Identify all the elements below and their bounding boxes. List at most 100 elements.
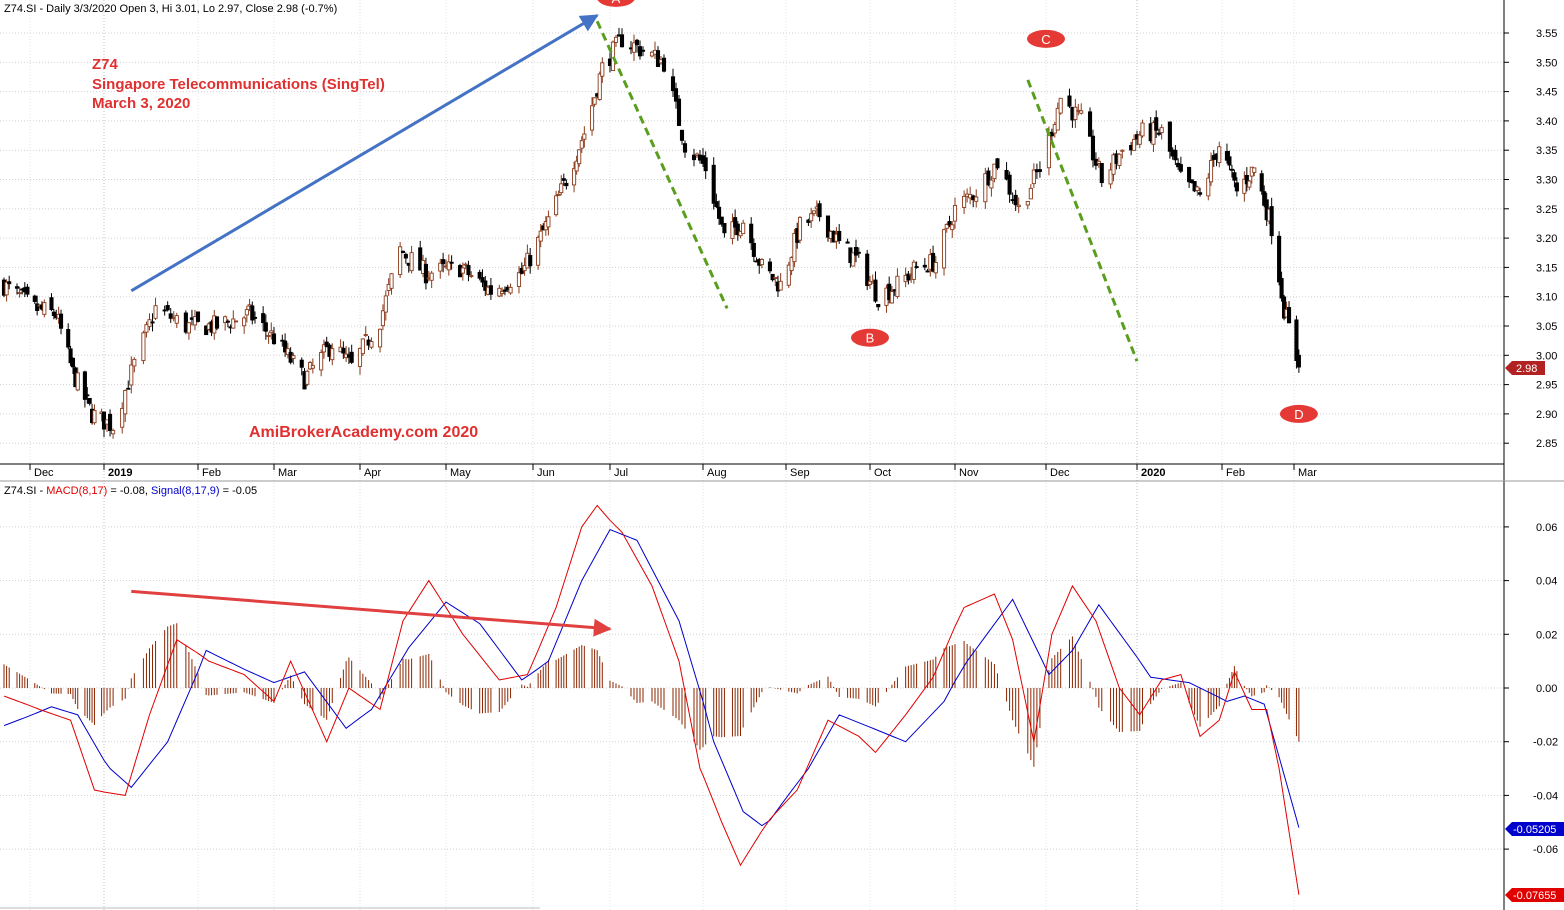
candle-body <box>556 193 561 196</box>
macd-header-value: = -0.08, <box>107 485 151 497</box>
last-close-badge: 2.98 <box>1505 361 1545 375</box>
candle-body <box>873 279 878 302</box>
candle-body <box>488 285 493 295</box>
candle-body <box>360 338 365 355</box>
candle-body <box>469 275 474 278</box>
candle-body <box>962 195 967 208</box>
candle-body <box>1259 173 1264 192</box>
candle-body <box>730 221 735 239</box>
candle-body <box>1111 154 1116 175</box>
candle-body <box>291 355 296 359</box>
candle-body <box>174 315 179 324</box>
candle-body <box>806 219 811 223</box>
candle-body <box>564 182 569 187</box>
candle-body <box>153 305 158 319</box>
wave-label-d: D <box>1279 404 1318 423</box>
candle-body <box>66 329 71 348</box>
candle-body <box>150 321 155 324</box>
candle-body <box>231 318 236 329</box>
macd-y-tick-label: 0.00 <box>1536 683 1557 695</box>
x-axis-ticks: Dec 2019 Feb Mar Apr May Jun Jul Aug Sep Oct Nov Dec… <box>29 464 1317 479</box>
candle-body <box>516 272 522 287</box>
candle-body <box>214 316 220 329</box>
candle-body <box>682 143 688 153</box>
candle-body <box>1007 174 1012 195</box>
candle-body <box>42 302 47 315</box>
x-tick-label: Feb <box>1226 467 1245 479</box>
candle-body <box>500 291 505 295</box>
candle-body <box>1137 134 1142 145</box>
candle-body <box>1016 204 1021 208</box>
candle-body <box>204 325 209 336</box>
candle-body <box>1198 192 1203 195</box>
candle-body <box>876 303 881 308</box>
candle-body <box>1140 122 1145 137</box>
macd-y-tick-label: 0.04 <box>1536 576 1557 588</box>
candle-body <box>483 280 488 291</box>
candle-body <box>986 170 991 186</box>
candle-body <box>321 344 326 353</box>
candle-body <box>749 223 754 244</box>
wave-label-text: A <box>612 0 621 6</box>
candle-body <box>561 178 566 181</box>
price-y-tick-label: 2.95 <box>1536 380 1557 392</box>
watermark-text: AmiBrokerAcademy.com 2020 <box>249 424 478 441</box>
candle-body <box>911 261 916 280</box>
candle-body <box>914 266 919 269</box>
wave-label-b: B <box>851 328 889 347</box>
candle-body <box>1025 201 1030 206</box>
candle-body <box>1206 177 1211 197</box>
price-y-tick-label: 2.90 <box>1536 409 1557 421</box>
candle-body <box>446 261 451 271</box>
x-tick-label: Nov <box>959 467 979 479</box>
annotation-ticker: Z74 <box>92 56 119 73</box>
price-y-tick-label: 3.25 <box>1536 204 1557 216</box>
macd-value-badge-text: -0.07655 <box>1513 890 1556 902</box>
candle-body <box>92 409 97 424</box>
candle-body <box>1252 167 1257 173</box>
candle-body <box>7 281 12 285</box>
candle-body <box>285 348 290 356</box>
candle-body <box>661 57 667 72</box>
candle-body <box>1269 206 1274 237</box>
candle-body <box>85 394 90 397</box>
candle-body <box>162 309 167 312</box>
candle-body <box>82 371 87 400</box>
candle-body <box>357 347 363 367</box>
candle-body <box>383 295 388 313</box>
price-y-tick-label: 3.00 <box>1536 350 1557 362</box>
candle-body <box>582 133 587 140</box>
candle-body <box>853 246 859 256</box>
candle-body <box>1096 160 1101 164</box>
price-y-tick-label: 3.30 <box>1536 175 1557 187</box>
candle-body <box>574 160 579 172</box>
candle-body <box>906 273 911 281</box>
candle-body <box>1247 180 1252 188</box>
candle-body <box>51 311 56 317</box>
candle-body <box>947 221 952 226</box>
candle-body <box>577 149 582 165</box>
candle-body <box>1217 146 1222 164</box>
candle-body <box>1117 153 1122 166</box>
candle-body <box>922 264 927 268</box>
candle-body <box>1046 132 1051 169</box>
divergence-arrow <box>131 589 612 637</box>
candle-body <box>714 201 719 208</box>
candle-body <box>269 330 274 334</box>
candle-body <box>1294 319 1299 361</box>
candle-body <box>670 76 676 92</box>
candle-body <box>1167 121 1172 152</box>
candle-body <box>735 223 740 236</box>
trendlines <box>130 14 1139 637</box>
macd-lines <box>3 504 1300 895</box>
candle-body <box>1099 163 1104 184</box>
candle-body <box>1296 354 1301 368</box>
price-y-tick-label: 3.35 <box>1536 145 1557 157</box>
candle-body <box>1159 127 1164 134</box>
wave-labels: A B C D <box>597 0 1318 423</box>
candle-body <box>722 222 727 234</box>
candle-body <box>266 334 271 337</box>
x-tick-label: Dec <box>34 467 54 479</box>
candle-body <box>717 206 722 219</box>
